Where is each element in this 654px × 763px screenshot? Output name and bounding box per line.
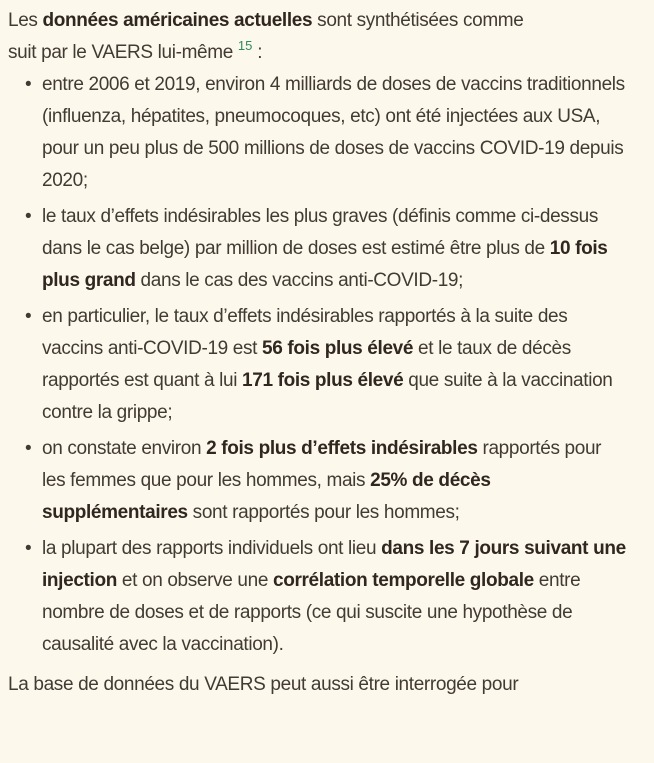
- body-text: et on observe une: [116, 570, 273, 591]
- emphasis-text: 171 fois plus élevé: [242, 370, 404, 391]
- body-text: que suite à la vaccination contre la gri…: [42, 370, 613, 423]
- emphasis-text: corrélation temporelle globale: [273, 570, 534, 591]
- body-text: entre 2006 et 2019, environ 4 milliards …: [42, 74, 625, 191]
- body-text: entre nombre de doses et de rapports (ce…: [42, 570, 581, 655]
- intro-paragraph: Les données américaines actuelles sont s…: [8, 5, 556, 69]
- vaers-summary-list: entre 2006 et 2019, environ 4 milliards …: [8, 69, 626, 661]
- body-text: sont synthétisées comme suit par le VAER…: [8, 10, 524, 63]
- list-item: en particulier, le taux d’effets indésir…: [25, 301, 626, 429]
- body-text: et le taux de décès rapportés est quant …: [42, 338, 571, 391]
- closing-paragraph: La base de données du VAERS peut aussi ê…: [8, 669, 626, 701]
- list-item: le taux d’effets indésirables les plus g…: [25, 201, 626, 297]
- body-text: on constate environ: [42, 438, 207, 459]
- article-body: Les données américaines actuelles sont s…: [0, 0, 654, 701]
- list-item: on constate environ 2 fois plus d’effets…: [25, 433, 626, 529]
- body-text: en particulier, le taux d’effets indésir…: [42, 306, 568, 359]
- body-text: Les: [8, 10, 43, 31]
- body-text: rapportés pour les femmes que pour les h…: [42, 438, 602, 491]
- footnote-link[interactable]: 15: [237, 37, 253, 53]
- emphasis-text: données américaines actuelles: [42, 10, 313, 31]
- body-text: le taux d’effets indésirables les plus g…: [42, 206, 598, 259]
- footnote-marker: 15: [238, 38, 252, 53]
- body-text: dans le cas des vaccins anti-COVID-19;: [135, 270, 464, 291]
- body-text: La base de données du VAERS peut aussi ê…: [8, 674, 519, 695]
- emphasis-text: 10 fois plus grand: [42, 238, 608, 291]
- list-item: entre 2006 et 2019, environ 4 milliards …: [25, 69, 626, 197]
- list-item: la plupart des rapports individuels ont …: [25, 533, 626, 661]
- emphasis-text: dans les 7 jours suivant une injection: [42, 538, 626, 591]
- body-text: :: [252, 42, 263, 63]
- emphasis-text: 2 fois plus d’effets indésirables: [206, 438, 478, 459]
- body-text: sont rapportés pour les hommes;: [187, 502, 460, 523]
- emphasis-text: 25% de décès supplémentaires: [42, 470, 491, 523]
- emphasis-text: 56 fois plus élevé: [262, 338, 414, 359]
- body-text: la plupart des rapports individuels ont …: [42, 538, 382, 559]
